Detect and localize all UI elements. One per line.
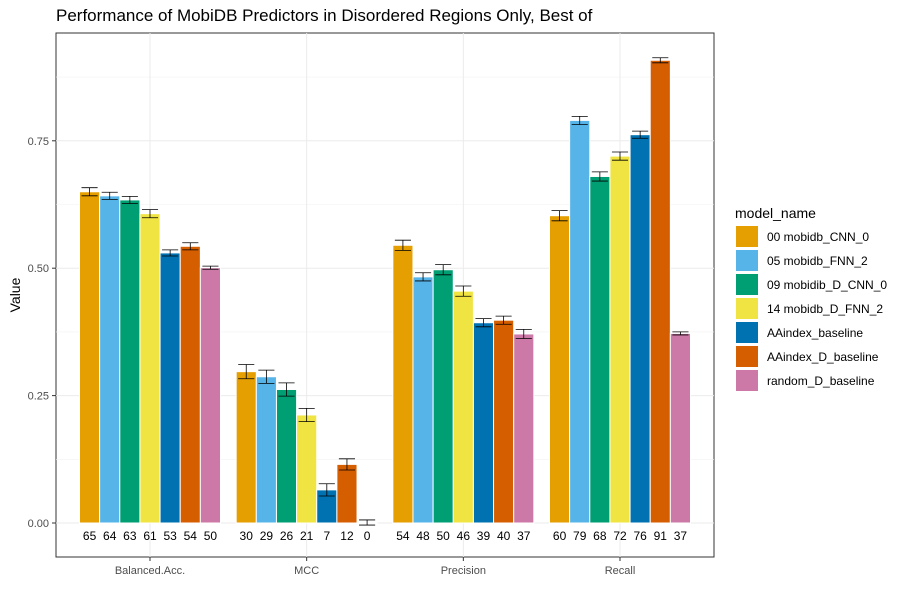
bar-value-label: 29 bbox=[260, 529, 274, 543]
bar bbox=[119, 199, 141, 524]
legend-swatch bbox=[736, 226, 758, 247]
bar-value-label: 79 bbox=[573, 529, 587, 543]
bar-value-label: 7 bbox=[323, 529, 330, 543]
bar-value-label: 40 bbox=[497, 529, 511, 543]
bar bbox=[275, 388, 298, 524]
legend: model_name 00 mobidb_CNN_0 05 mobidb_FNN_… bbox=[735, 205, 887, 391]
bar-value-label: 68 bbox=[593, 529, 607, 543]
y-axis: 0.00 0.25 0.50 0.75 bbox=[28, 136, 56, 530]
bar bbox=[669, 332, 691, 524]
legend-swatch bbox=[736, 250, 758, 271]
bar bbox=[336, 463, 358, 524]
bar bbox=[472, 322, 495, 524]
y-tick-label: 0.00 bbox=[28, 518, 49, 530]
legend-swatch bbox=[736, 322, 758, 343]
bar bbox=[432, 269, 454, 524]
bar-value-label: 39 bbox=[477, 529, 491, 543]
bar bbox=[99, 195, 121, 524]
y-axis-title: Value bbox=[7, 277, 23, 312]
legend-label: 00 mobidb_CNN_0 bbox=[767, 230, 869, 244]
bar-value-label: 53 bbox=[163, 529, 177, 543]
bar-value-label: 37 bbox=[517, 529, 531, 543]
bar bbox=[589, 175, 611, 524]
bar bbox=[549, 215, 571, 524]
x-tick-label: MCC bbox=[294, 565, 319, 577]
bar bbox=[139, 213, 161, 524]
bar-value-label: 60 bbox=[553, 529, 567, 543]
bar bbox=[199, 267, 222, 524]
legend-label: 05 mobidb_FNN_2 bbox=[767, 254, 868, 268]
bar-value-label: 30 bbox=[240, 529, 254, 543]
bar-value-label: 91 bbox=[654, 529, 668, 543]
bar bbox=[296, 414, 318, 524]
bar-value-label: 37 bbox=[674, 529, 688, 543]
bar-value-label: 50 bbox=[437, 529, 451, 543]
bar-value-label: 0 bbox=[364, 529, 371, 543]
legend-label: random_D_baseline bbox=[767, 374, 875, 388]
y-tick-label: 0.75 bbox=[28, 136, 49, 148]
x-tick-label: Recall bbox=[605, 565, 636, 577]
bar-value-label: 26 bbox=[280, 529, 294, 543]
bar bbox=[255, 376, 277, 524]
bar-value-label: 54 bbox=[184, 529, 198, 543]
bar-value-label: 12 bbox=[340, 529, 354, 543]
bar bbox=[569, 119, 591, 524]
bar-value-label: 76 bbox=[633, 529, 647, 543]
legend-label: 14 mobidb_D_FNN_2 bbox=[767, 302, 883, 316]
bar bbox=[392, 244, 414, 524]
bar-value-label: 46 bbox=[457, 529, 471, 543]
bar bbox=[649, 59, 671, 524]
y-tick-label: 0.50 bbox=[28, 263, 49, 275]
bar-value-label: 65 bbox=[83, 529, 97, 543]
bar-value-label: 48 bbox=[416, 529, 430, 543]
legend-swatch bbox=[736, 274, 758, 295]
bar bbox=[609, 155, 631, 524]
legend-swatch bbox=[736, 370, 758, 391]
bar-value-label: 21 bbox=[300, 529, 314, 543]
x-tick-label: Balanced.Acc. bbox=[115, 565, 185, 577]
bar bbox=[493, 319, 515, 524]
bar bbox=[412, 276, 434, 524]
x-tick-label: Precision bbox=[441, 565, 486, 577]
bar-value-label: 50 bbox=[204, 529, 218, 543]
bar-value-label: 54 bbox=[396, 529, 410, 543]
x-axis: Balanced.Acc. MCC Precision Recall bbox=[115, 557, 635, 577]
y-tick-label: 0.25 bbox=[28, 391, 49, 403]
legend-label: AAindex_D_baseline bbox=[767, 350, 879, 364]
bar-value-label: 64 bbox=[103, 529, 117, 543]
chart-title: Performance of MobiDB Predictors in Diso… bbox=[56, 6, 593, 25]
bar bbox=[159, 252, 181, 524]
bars bbox=[79, 59, 691, 524]
bar-value-label: 63 bbox=[123, 529, 137, 543]
bar bbox=[179, 245, 201, 524]
error-bars bbox=[81, 57, 689, 526]
bar bbox=[629, 134, 651, 524]
bar-value-label: 61 bbox=[143, 529, 157, 543]
bar-labels: 65 30 54 60 64 29 48 79 63 26 50 68 61 21 46 72 53 7 39 76 5… bbox=[83, 529, 688, 543]
bar bbox=[513, 333, 535, 524]
legend-swatch bbox=[736, 298, 758, 319]
bar bbox=[79, 191, 101, 524]
legend-title: model_name bbox=[735, 205, 816, 221]
bar-value-label: 72 bbox=[613, 529, 627, 543]
bar bbox=[452, 290, 474, 524]
bar bbox=[235, 371, 257, 524]
legend-label: 09 mobidib_D_CNN_0 bbox=[767, 278, 887, 292]
legend-swatch bbox=[736, 346, 758, 367]
legend-label: AAindex_baseline bbox=[767, 326, 863, 340]
